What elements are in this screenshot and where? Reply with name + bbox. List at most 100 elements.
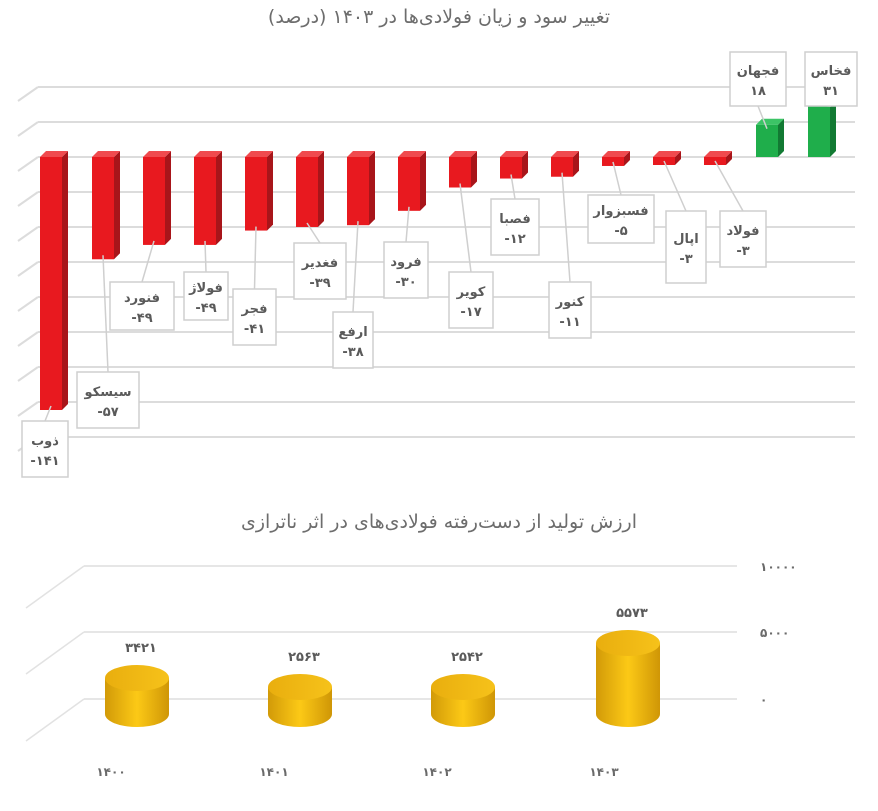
data-label-9: فصبا -۱۲	[490, 174, 540, 256]
y-tick-label: ۵۰۰۰	[760, 626, 789, 640]
data-label-0: ذوب -۱۴۱	[21, 405, 69, 478]
bar-top	[245, 151, 273, 157]
bar-top	[92, 151, 120, 157]
bar-top	[704, 151, 732, 157]
label-box	[587, 194, 655, 244]
bar-side	[369, 151, 375, 226]
bar-face	[40, 157, 62, 410]
label-value: -۵	[614, 224, 627, 239]
bar-top	[602, 151, 630, 157]
bar-side	[216, 151, 222, 245]
label-name: ذوب	[31, 434, 59, 449]
label-name: فسبزوار	[592, 204, 648, 219]
cylinder-top	[431, 674, 495, 700]
data-label-14: فجهان ۱۸	[729, 51, 787, 129]
leader-line	[141, 240, 155, 283]
cylinder-1	[268, 674, 332, 727]
category-label: ۱۴۰۱	[259, 765, 288, 779]
data-label-4: فجر -۴۱	[232, 226, 277, 346]
leader-line	[757, 105, 768, 129]
label-box	[232, 288, 277, 346]
chart1-data-labels: ذوب -۱۴۱ سیسکو -۵۷ فنورد -۴۹ فولاژ -۴۹ فجر -۴۱ فغد…	[21, 51, 858, 478]
bar-face	[92, 157, 114, 260]
bar-face	[347, 157, 369, 226]
data-label-8: کویر -۱۷	[448, 183, 494, 329]
bar-top	[551, 151, 579, 157]
bar-side	[318, 151, 324, 227]
value-label: ۳۴۲۱	[125, 641, 157, 656]
bar-face	[602, 157, 624, 166]
bar-1	[92, 151, 120, 260]
data-label-13: فولاد -۳	[714, 160, 767, 268]
bar-10	[551, 151, 579, 177]
label-value: -۳۸	[342, 345, 363, 360]
label-box	[21, 420, 69, 478]
gridline-perspective	[17, 156, 39, 172]
data-label-12: اپال -۳	[663, 160, 707, 284]
chart2-labels: ۱۰۰۰۰ ۵۰۰۰ ۰ ۳۴۲۱ ۱۴۰۰ ۲۵۶۳ ۱۴۰۱ ۲۵۴۲ ۱۴۰۲ ۵۵۷۳ ۱۴…	[96, 560, 796, 779]
leader-line	[306, 222, 321, 244]
chart2-gridlines	[25, 565, 737, 742]
leader-line	[204, 240, 207, 273]
data-label-5: فغدیر -۳۹	[293, 222, 347, 300]
bar-8	[449, 151, 477, 188]
bar-face	[398, 157, 420, 211]
category-label: ۱۴۰۲	[422, 765, 452, 779]
leader-line	[663, 160, 687, 212]
leader-line	[44, 405, 52, 422]
label-box	[665, 210, 707, 284]
bar-top	[449, 151, 477, 157]
label-name: فنورد	[124, 291, 160, 306]
leader-line	[253, 226, 257, 290]
cylinder-body	[431, 687, 495, 727]
label-name: فجر	[241, 302, 268, 317]
label-value: -۳۹	[309, 276, 330, 291]
data-label-2: فنورد -۴۹	[109, 240, 175, 331]
bar-11	[602, 151, 630, 166]
gridline-perspective	[25, 631, 85, 675]
bar-14	[756, 118, 784, 157]
label-box	[332, 311, 374, 369]
gridline-perspective	[17, 401, 39, 417]
bar-face	[500, 157, 522, 179]
gridline-perspective	[17, 366, 39, 382]
leader-line	[561, 172, 571, 283]
label-box	[383, 241, 429, 299]
chart2-cylinders	[105, 630, 660, 727]
label-name: فولاژ	[188, 281, 223, 296]
leader-line	[352, 221, 359, 313]
gridline-perspective	[25, 565, 85, 609]
label-value: -۵۷	[97, 405, 118, 420]
bar-top	[40, 151, 68, 157]
gridline-perspective	[17, 296, 39, 312]
y-tick-label: ۱۰۰۰۰	[760, 560, 797, 574]
cylinder-body	[268, 687, 332, 727]
label-value: -۴۹	[131, 311, 152, 326]
bar-face	[756, 124, 778, 157]
bar-top	[347, 151, 375, 157]
bar-13	[704, 151, 732, 165]
cylinder-body	[596, 643, 660, 727]
bar-12	[653, 151, 681, 165]
leader-line	[405, 206, 410, 243]
bar-top	[398, 151, 426, 157]
data-label-10: کنور -۱۱	[548, 172, 592, 339]
gridline-perspective	[17, 121, 39, 137]
gridline-perspective	[17, 226, 39, 242]
chart1-bars	[40, 95, 836, 410]
value-label: ۲۵۴۲	[451, 650, 483, 665]
data-label-7: فرود -۳۰	[383, 206, 429, 299]
gridline-perspective	[17, 261, 39, 277]
bar-7	[398, 151, 426, 211]
value-label: ۵۵۷۳	[616, 606, 648, 621]
bar-5	[296, 151, 324, 227]
data-label-6: ارفع -۳۸	[332, 221, 374, 369]
bar-side	[62, 151, 68, 410]
chart1-gridlines	[17, 86, 855, 452]
bar-6	[347, 151, 375, 226]
cylinder-top	[105, 665, 169, 691]
bar-face	[296, 157, 318, 227]
leader-line	[102, 255, 109, 373]
gridline-perspective	[25, 698, 85, 742]
label-value: -۳	[736, 244, 749, 259]
